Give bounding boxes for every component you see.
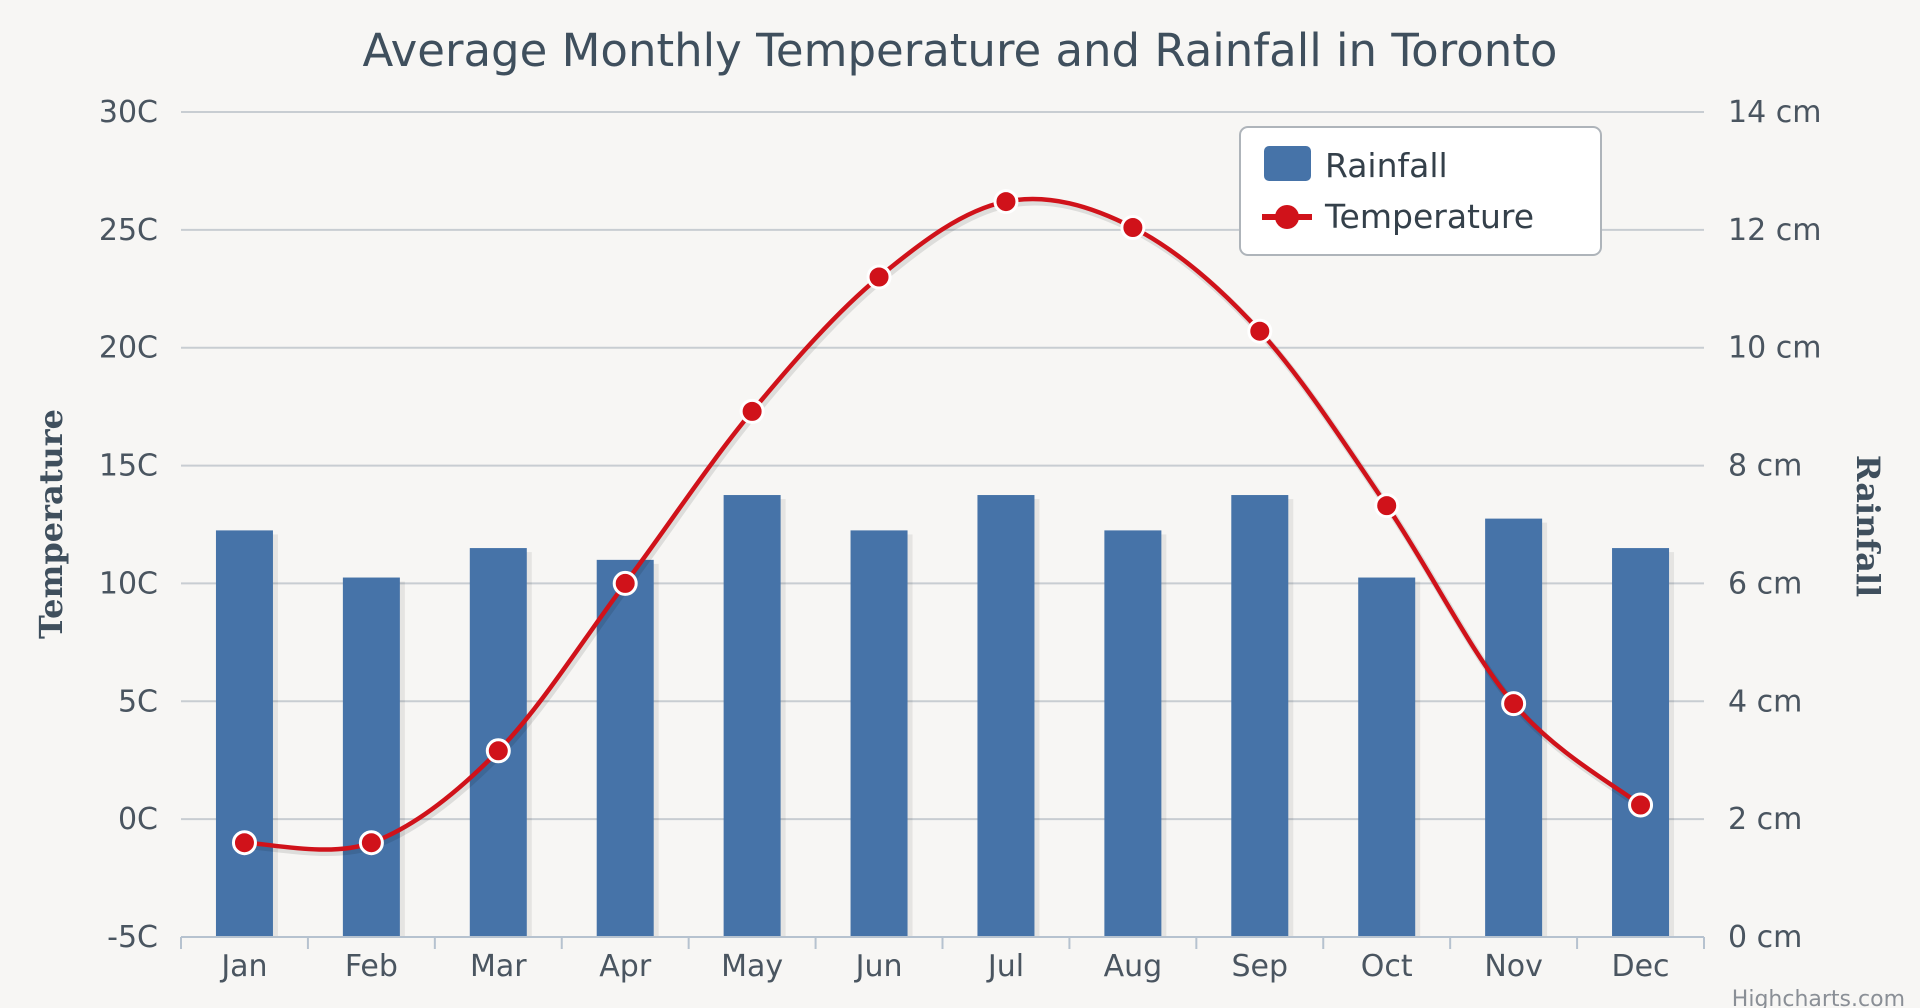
x-tick-label: Jan [219,949,267,984]
legend-box [1239,126,1602,256]
right-tick-label: 2 cm [1728,802,1802,837]
x-tick-label: Sep [1232,949,1289,984]
right-tick-label: 10 cm [1728,331,1821,366]
temperature-line-shadow [246,198,1645,857]
right-tick-label: 12 cm [1728,213,1821,248]
x-tick-label: May [721,949,783,984]
left-axis-title: Temperature [32,409,70,639]
rainfall-bar-aug[interactable] [1104,530,1162,937]
right-tick-label: 0 cm [1728,920,1802,955]
right-tick-label: 14 cm [1728,95,1821,130]
x-tick-label: Oct [1361,949,1413,984]
legend-temperature-marker [1275,205,1299,229]
rainfall-bar-jul[interactable] [977,495,1035,937]
x-tick-label: Nov [1484,949,1543,984]
left-tick-label: 25C [99,213,158,248]
temperature-point-apr[interactable] [612,570,638,596]
temperature-point-feb[interactable] [358,830,384,856]
left-tick-label: 0C [118,802,158,837]
left-tick-label: 30C [99,95,158,130]
rainfall-bar-feb[interactable] [342,577,400,937]
rainfall-bar-dec[interactable] [1612,548,1670,937]
left-tick-label: 5C [118,684,158,719]
temperature-point-nov[interactable] [1501,691,1527,717]
temperature-point-jul[interactable] [993,189,1019,215]
rainfall-bar-nov[interactable] [1485,518,1543,937]
right-tick-label: 8 cm [1728,449,1802,484]
x-tick-label: Feb [345,949,398,984]
right-tick-label: 6 cm [1728,566,1802,601]
left-axis-ticks: -5C 0C 5C 10C 15C 20C 25C 30C [99,95,158,955]
rainfall-bar-jan[interactable] [215,530,273,937]
x-axis: Jan Feb Mar Apr May Jun Jul Aug Sep Oct Nov Dec [180,936,1705,984]
x-tick-label: Aug [1104,949,1163,984]
chart-title: Average Monthly Temperature and Rainfall… [363,24,1558,77]
rainfall-bar-may[interactable] [723,495,781,937]
left-tick-label: 15C [99,449,158,484]
temperature-point-oct[interactable] [1374,493,1400,519]
x-tick-label: Mar [470,949,527,984]
temperature-line-layer [231,189,1654,857]
temperature-line[interactable] [244,196,1642,852]
temperature-point-jun[interactable] [866,264,892,290]
grid-layer [181,111,1704,938]
right-tick-label: 4 cm [1728,684,1802,719]
legend-rainfall-swatch [1264,146,1311,181]
temperature-point-mar[interactable] [485,738,511,764]
legend-rainfall-label: Rainfall [1325,146,1448,185]
rainfall-bars [215,495,1675,937]
x-tick-label: Jun [854,949,903,984]
x-tick-label: Jul [986,949,1024,984]
x-tick-label: Dec [1612,949,1670,984]
legend-item-temperature[interactable]: Temperature [1262,197,1534,236]
temperature-point-may[interactable] [739,398,765,424]
left-tick-label: 10C [99,566,158,601]
left-tick-label: -5C [107,920,158,955]
credit-link[interactable]: Highcharts.com [1732,987,1905,1008]
x-tick-label: Apr [599,949,652,984]
temperature-point-dec[interactable] [1628,792,1654,818]
right-axis-title: Rainfall [1849,455,1887,597]
right-axis-ticks: 0 cm 2 cm 4 cm 6 cm 8 cm 10 cm 12 cm 14 cm [1728,95,1821,955]
legend-item-rainfall[interactable]: Rainfall [1264,146,1448,185]
rainfall-bar-oct[interactable] [1358,577,1416,937]
legend-temperature-label: Temperature [1324,197,1534,236]
rainfall-bar-jun[interactable] [850,530,908,937]
rainfall-bar-sep[interactable] [1231,495,1289,937]
temperature-point-aug[interactable] [1120,215,1146,240]
legend[interactable]: Rainfall Temperature [1239,126,1602,256]
left-tick-label: 20C [99,331,158,366]
rainfall-bar-apr[interactable] [596,559,654,937]
temperature-point-sep[interactable] [1247,318,1273,344]
temperature-point-jan[interactable] [231,830,257,856]
